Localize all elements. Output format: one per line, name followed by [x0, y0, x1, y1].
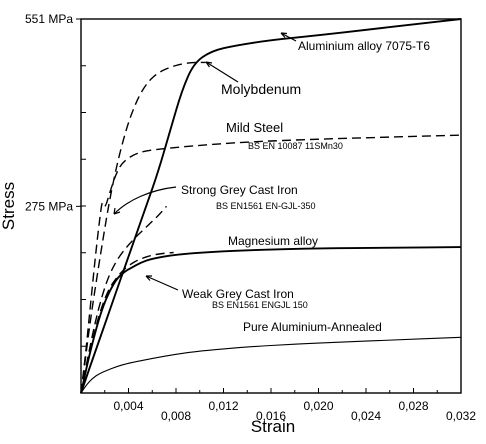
x-tick-label: 0,016: [256, 409, 286, 423]
label-aluminium-alloy: Aluminium alloy 7075-T6: [298, 39, 430, 53]
series-molybdenum: [80, 61, 206, 394]
arrowhead-molybdenum: [205, 61, 213, 68]
label-magnesium-alloy: Magnesium alloy: [228, 234, 318, 248]
y-tick-label: 275 MPa: [25, 199, 73, 213]
label-strong-grey-cast-iron: Strong Grey Cast Iron: [181, 183, 298, 197]
x-axis-label: Strain: [251, 417, 295, 436]
series-aluminium-alloy-7075-t6: [80, 18, 462, 394]
series-pure-aluminium-annealed: [80, 336, 462, 394]
x-tick-label: 0,012: [208, 399, 238, 413]
label-molybdenum: Molybdenum: [221, 81, 301, 97]
label-weak-grey-cast-iron: Weak Grey Cast Iron: [182, 287, 294, 301]
series-weak-grey-cast-iron: [80, 251, 174, 394]
x-tick-group: 0,004 0,008 0,012 0,016 0,020 0,024 0,028 0,032: [104, 388, 476, 423]
x-tick-label: 0,024: [351, 409, 381, 423]
arrow-aluminium: [280, 32, 297, 42]
arrowhead-weak-grey: [145, 275, 152, 281]
sublabel-weak-grey-cast-iron: BS EN1561 ENGJL 150: [212, 300, 308, 310]
x-tick-label: 0,004: [113, 399, 143, 413]
label-pure-aluminium-annealed: Pure Aluminium-Annealed: [243, 320, 382, 334]
x-tick-label: 0,020: [303, 399, 333, 413]
series-magnesium-alloy: [80, 246, 462, 394]
arrow-strong-grey: [113, 186, 177, 215]
arrowhead-aluminium: [280, 32, 288, 38]
sublabel-strong-grey-cast-iron: BS EN1561 EN-GJL-350: [216, 201, 316, 211]
label-mild-steel: Mild Steel: [226, 120, 283, 135]
y-tick-label: 551 MPa: [25, 12, 73, 26]
series-group: [80, 18, 462, 394]
x-tick-label: 0,028: [398, 399, 428, 413]
y-axis-label: Stress: [0, 182, 18, 230]
series-mild-steel: [80, 134, 462, 394]
arrow-weak-grey: [145, 275, 179, 291]
arrow-molybdenum: [205, 61, 239, 83]
x-tick-label: 0,008: [161, 409, 191, 423]
arrowhead-strong-grey: [113, 207, 121, 215]
y-tick-group: 275 MPa 551 MPa: [25, 12, 86, 347]
x-tick-label: 0,032: [446, 409, 476, 423]
series-strong-grey-cast-iron: [80, 205, 168, 394]
sublabel-mild-steel: BS EN 10087 11SMn30: [248, 141, 343, 151]
